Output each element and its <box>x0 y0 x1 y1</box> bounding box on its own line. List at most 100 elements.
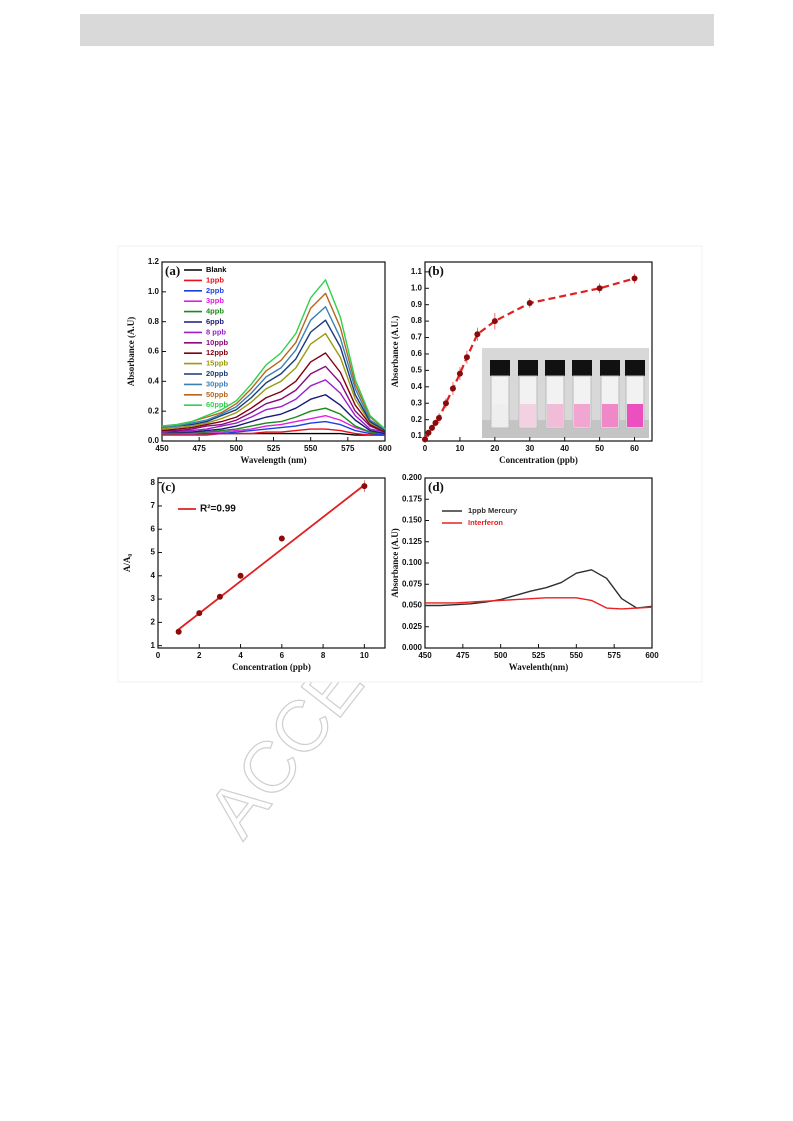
x-tick-label: 4 <box>238 651 243 660</box>
vial-cap <box>545 360 565 376</box>
spectrum-line <box>425 597 653 610</box>
y-tick-label: 0.8 <box>411 316 423 325</box>
x-tick-label: 600 <box>378 444 392 453</box>
y-tick-label: 0.175 <box>402 494 423 503</box>
vial <box>518 360 538 429</box>
data-point <box>491 318 498 325</box>
legend-label: 1ppb <box>206 275 224 284</box>
x-tick-label: 20 <box>490 444 499 453</box>
data-point <box>474 331 481 338</box>
y-tick-label: 0.075 <box>402 579 423 588</box>
data-point <box>435 415 442 422</box>
y-tick-label: 0.8 <box>148 317 160 326</box>
vial-cap <box>490 360 510 376</box>
y-tick-label: 3 <box>151 594 156 603</box>
x-tick-label: 575 <box>341 444 355 453</box>
y-tick-label: 0.025 <box>402 622 423 631</box>
data-point <box>422 436 428 443</box>
y-tick-label: 5 <box>151 548 156 557</box>
data-point <box>216 593 223 600</box>
data-point <box>456 370 463 377</box>
y-tick-label: 1 <box>151 641 156 650</box>
chart-panel: 450 475 500 525 550 575 600 0.000 0.025 0.050 0.07… <box>390 473 659 672</box>
x-tick-label: 450 <box>418 651 432 660</box>
y-tick-label: 0.4 <box>148 376 160 385</box>
vial-liquid <box>627 404 643 427</box>
spectrum-line <box>161 379 386 433</box>
vial <box>625 360 645 429</box>
y-tick-label: 6 <box>151 524 156 533</box>
y-tick-label: 0.125 <box>402 537 423 546</box>
legend-label: 8 ppb <box>206 327 226 336</box>
data-point <box>631 275 638 282</box>
spectrum-line <box>162 394 386 435</box>
y-tick-label: 0.200 <box>402 473 423 482</box>
legend-label: 3ppb <box>206 296 224 305</box>
x-axis-title: Concentration (ppb) <box>499 455 578 465</box>
y-tick-label: 4 <box>151 571 156 580</box>
data-point <box>196 610 203 617</box>
data-point <box>449 385 456 392</box>
legend-label: Blank <box>206 265 227 274</box>
y-tick-label: 1.0 <box>148 287 160 296</box>
data-point <box>425 429 432 436</box>
y-tick-label: 0.6 <box>148 347 160 356</box>
vial-cap <box>625 360 645 376</box>
legend-label: 12ppb <box>206 348 229 357</box>
y-tick-label: 1.1 <box>411 267 423 276</box>
vial-liquid <box>547 404 563 427</box>
spectrum-line <box>161 319 386 432</box>
x-tick-label: 500 <box>494 651 508 660</box>
x-tick-label: 50 <box>595 444 604 453</box>
y-tick-label: 0.100 <box>402 558 423 567</box>
legend-label: 60ppb <box>206 400 229 409</box>
vial-liquid <box>574 404 590 427</box>
legend-label: 50ppb <box>206 390 229 399</box>
panel-label: (b) <box>428 263 444 278</box>
x-tick-label: 40 <box>560 444 569 453</box>
spectrum-line <box>161 332 386 432</box>
x-tick-label: 500 <box>230 444 244 453</box>
y-tick-label: 7 <box>151 501 156 510</box>
vial-cap <box>572 360 592 376</box>
x-tick-label: 450 <box>155 444 169 453</box>
x-axis-title: Wavelenth(nm) <box>509 662 569 672</box>
y-tick-label: 0.7 <box>411 333 423 342</box>
y-tick-label: 1.0 <box>411 283 423 292</box>
data-point <box>361 483 368 490</box>
data-point <box>175 628 182 635</box>
x-tick-label: 2 <box>197 651 202 660</box>
spectrum-line <box>161 279 386 430</box>
legend-label: 4ppb <box>206 307 224 316</box>
panel-label: (c) <box>161 479 175 494</box>
figure-background <box>117 245 703 683</box>
y-tick-label: 8 <box>151 478 156 487</box>
fit-line <box>178 484 365 631</box>
x-tick-label: 0 <box>156 651 161 660</box>
x-tick-label: 550 <box>570 651 584 660</box>
vial-liquid <box>492 404 508 427</box>
y-axis-title: Absorbance (A.U.) <box>390 316 400 388</box>
x-tick-label: 475 <box>456 651 470 660</box>
panel-label: (d) <box>428 479 444 494</box>
y-tick-label: 0.0 <box>148 436 160 445</box>
y-tick-label: 0.4 <box>411 382 423 391</box>
vial-liquid <box>602 404 618 427</box>
y-axis-title: Absorbance (A.U) <box>390 528 400 598</box>
y-tick-label: 2 <box>151 617 156 626</box>
data-point <box>278 535 285 542</box>
legend-label: R²=0.99 <box>200 504 236 515</box>
legend-label: 1ppb Mercury <box>468 506 518 515</box>
x-axis-title: Wavelength (nm) <box>240 455 306 465</box>
x-tick-label: 475 <box>192 444 206 453</box>
y-axis-title: Absorbance (A.U) <box>126 317 136 387</box>
x-tick-label: 575 <box>607 651 621 660</box>
y-tick-label: 0.6 <box>411 349 423 358</box>
y-axis-title: A/A₀ <box>122 554 132 572</box>
spectrum-line <box>425 569 653 609</box>
data-point <box>442 400 449 407</box>
inset-photo <box>482 348 649 438</box>
